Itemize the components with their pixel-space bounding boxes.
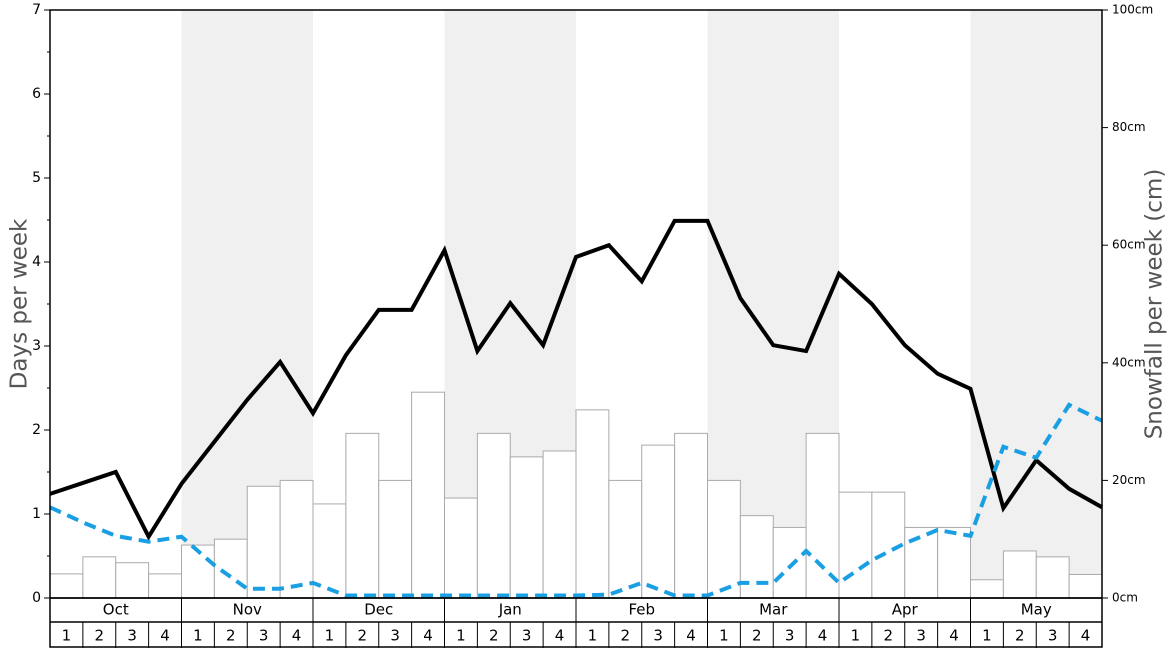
week-label: 1 — [456, 627, 466, 645]
month-label: Oct — [103, 601, 129, 619]
snowfall-bar — [279, 479, 314, 599]
week-label: 3 — [127, 627, 137, 645]
week-label: 4 — [292, 627, 302, 645]
week-label: 1 — [325, 627, 335, 645]
week-label: 2 — [1015, 627, 1025, 645]
snowfall-bar — [213, 538, 248, 599]
snowfall-bar — [148, 573, 182, 599]
snowfall-bar — [707, 479, 741, 599]
days-line — [49, 218, 1103, 541]
snowfall-bar — [838, 491, 873, 599]
snowfall-bar — [772, 526, 807, 599]
snowfall-bar — [970, 579, 1004, 599]
month-label: May — [1021, 601, 1052, 619]
y-tick-label: 6 — [32, 86, 41, 102]
y2-tick-label: 0cm — [1112, 591, 1138, 605]
snowfall-bar — [674, 432, 708, 599]
y2-tick-label: 100cm — [1112, 3, 1153, 17]
y-tick-label: 7 — [32, 2, 41, 18]
y2-tick-label: 60cm — [1112, 238, 1146, 252]
week-label: 1 — [851, 627, 861, 645]
snowfall-bar — [739, 515, 774, 599]
days-line — [49, 402, 1103, 598]
week-label: 3 — [522, 627, 532, 645]
month-shade — [970, 10, 1102, 598]
week-label: 3 — [785, 627, 795, 645]
snowfall-bar — [805, 432, 840, 599]
y2-axis-label: Snowfall per week (cm) — [1142, 169, 1168, 440]
week-label: 2 — [95, 627, 105, 645]
y-axis-label: Days per week — [7, 218, 33, 389]
y-tick-label: 2 — [32, 422, 41, 438]
snowfall-bar — [411, 391, 445, 599]
snowfall-bar — [82, 556, 117, 599]
week-label: 2 — [621, 627, 631, 645]
snowfall-bar — [641, 444, 676, 599]
snowfall-bar — [444, 497, 478, 599]
month-label: Dec — [364, 601, 393, 619]
snowfall-bar — [1035, 556, 1070, 599]
y-tick-label: 0 — [32, 590, 41, 606]
snowfall-bar — [1002, 550, 1037, 599]
snowfall-bar — [608, 479, 643, 599]
week-label: 4 — [160, 627, 170, 645]
snowfall-bar — [904, 526, 939, 599]
week-label: 1 — [193, 627, 203, 645]
snowfall-bar — [575, 409, 610, 599]
week-label: 4 — [686, 627, 696, 645]
snowfall-bar — [937, 526, 971, 599]
week-label: 2 — [358, 627, 368, 645]
snowfall-bar — [476, 432, 511, 599]
week-label: 4 — [423, 627, 433, 645]
week-label: 1 — [719, 627, 729, 645]
y2-tick-label: 20cm — [1112, 473, 1146, 487]
y2-tick-label: 40cm — [1112, 355, 1146, 369]
y-tick-label: 1 — [32, 506, 41, 522]
week-label: 3 — [916, 627, 926, 645]
month-label: Jan — [498, 601, 522, 619]
week-label: 3 — [390, 627, 400, 645]
y-tick-label: 3 — [32, 338, 41, 354]
week-label: 4 — [555, 627, 565, 645]
week-label: 3 — [259, 627, 269, 645]
snowfall-bar — [509, 456, 544, 599]
month-label: Nov — [233, 601, 262, 619]
week-label: 2 — [884, 627, 894, 645]
snowfall-bar — [49, 573, 84, 599]
week-label: 2 — [226, 627, 236, 645]
snowfall-bar — [246, 485, 281, 599]
month-label: Apr — [892, 601, 919, 619]
y-tick-label: 4 — [32, 254, 41, 270]
week-label: 2 — [752, 627, 762, 645]
snowfall-bar — [1068, 573, 1103, 599]
month-label: Feb — [628, 601, 655, 619]
y-tick-label: 5 — [32, 170, 41, 186]
snowfall-bar — [345, 432, 380, 599]
y2-tick-label: 80cm — [1112, 120, 1146, 134]
week-label: 3 — [1048, 627, 1058, 645]
snowfall-bar — [542, 450, 577, 599]
week-label: 1 — [982, 627, 992, 645]
week-label: 1 — [62, 627, 72, 645]
snowfall-bar — [115, 562, 150, 599]
week-label: 4 — [1081, 627, 1091, 645]
week-label: 1 — [588, 627, 598, 645]
week-label: 3 — [653, 627, 663, 645]
week-label: 4 — [818, 627, 828, 645]
snowfall-bar — [378, 479, 413, 599]
month-label: Mar — [759, 601, 788, 619]
week-label: 4 — [949, 627, 959, 645]
week-label: 2 — [489, 627, 499, 645]
